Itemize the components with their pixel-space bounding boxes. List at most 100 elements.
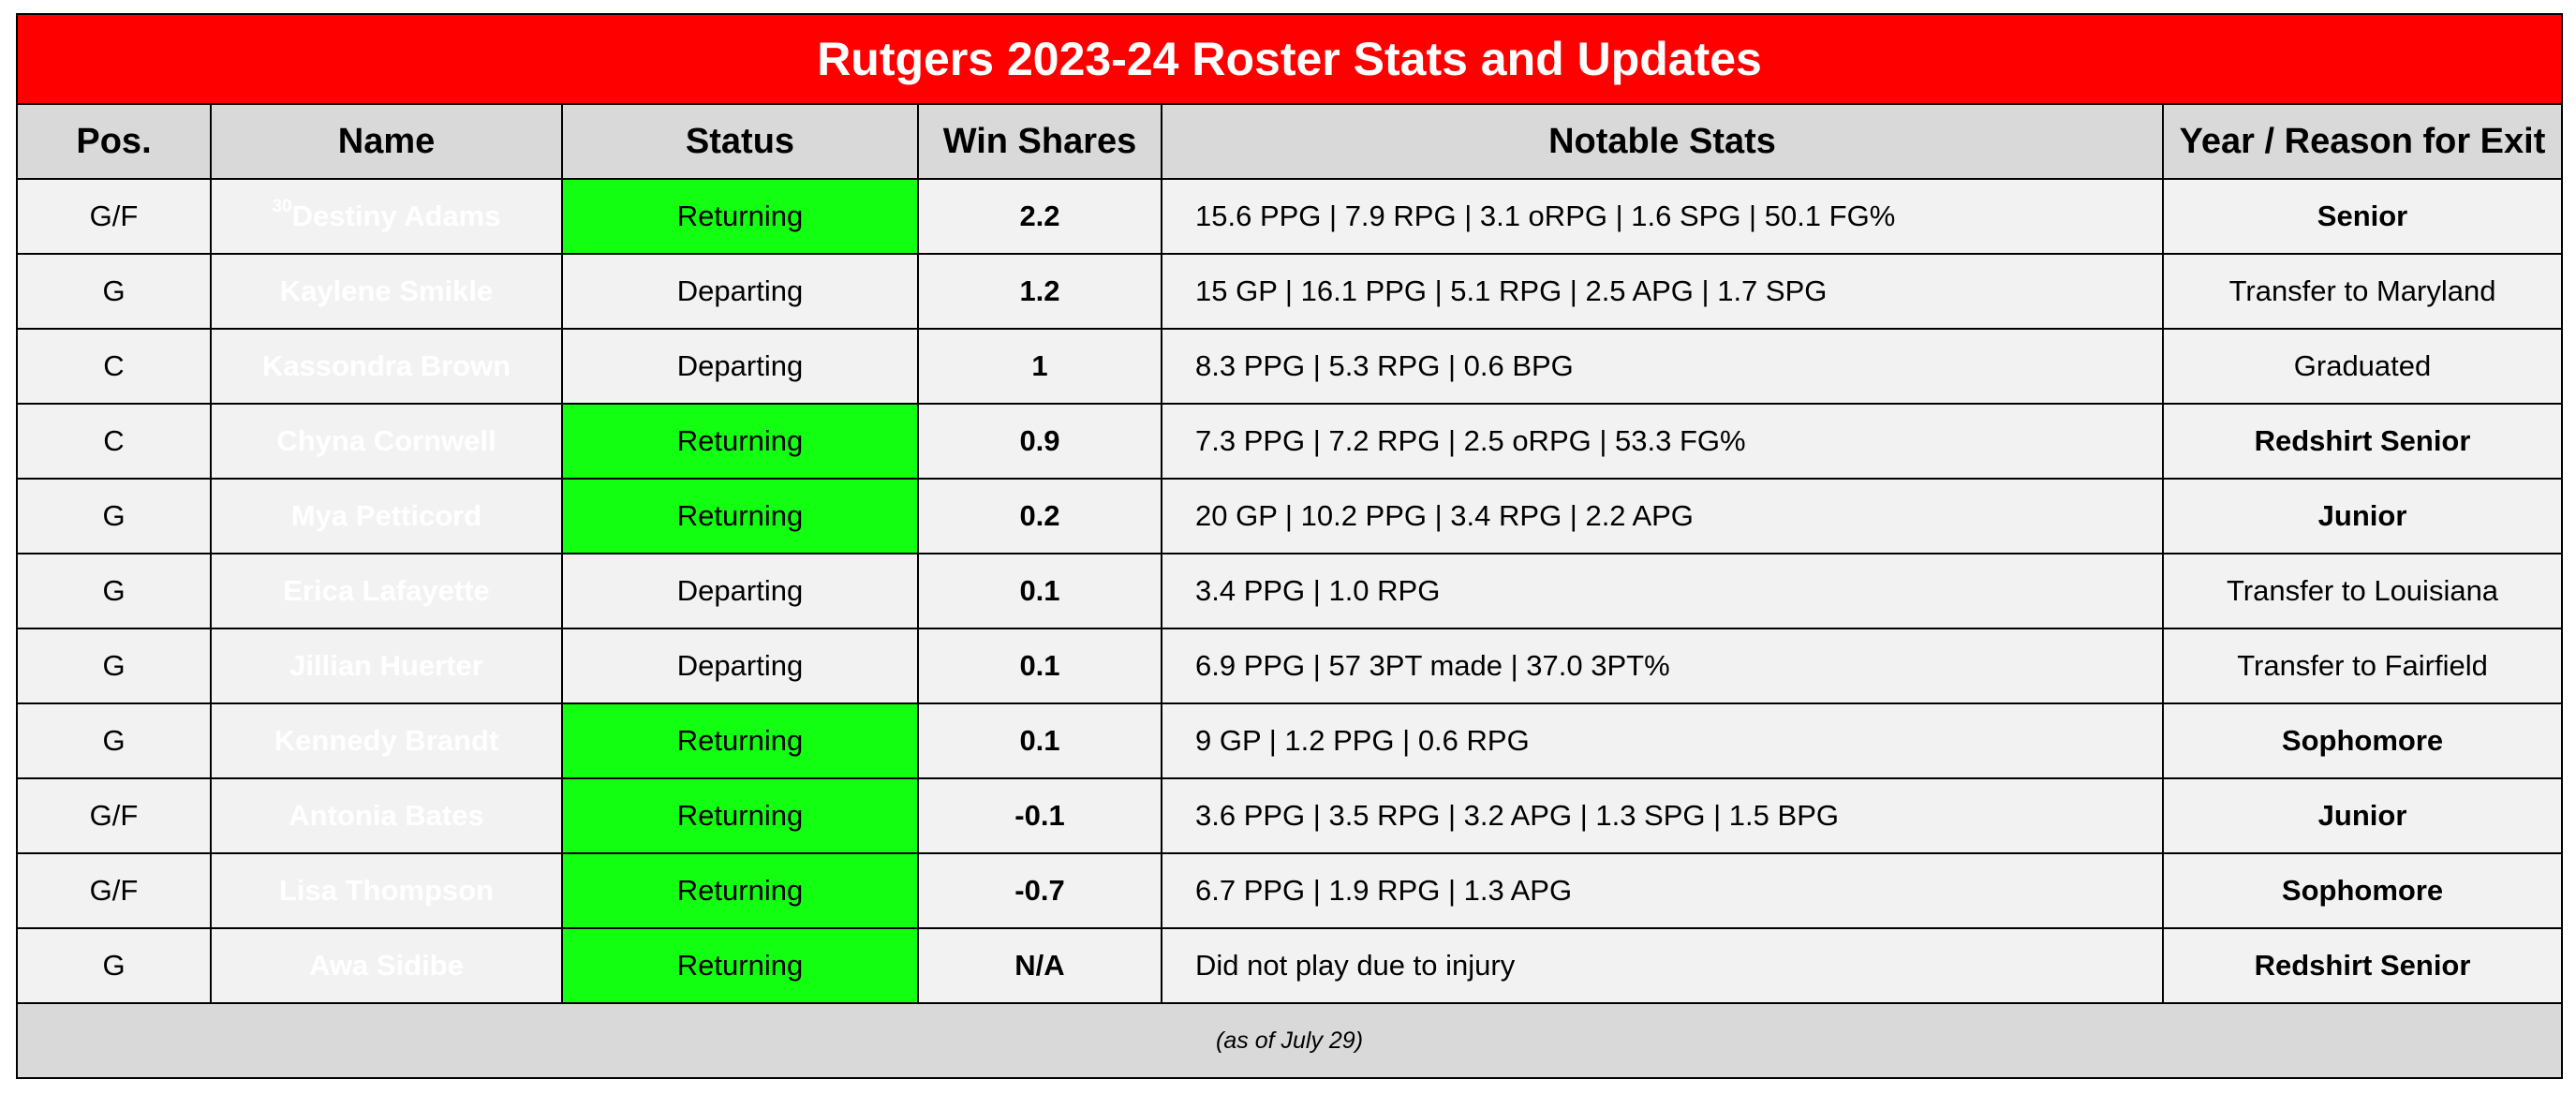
year-reason-cell: Sophomore <box>2161 702 2564 779</box>
win-shares-cell: 0.9 <box>917 403 1162 480</box>
table-row: C Kassondra Brown Departing 1 8.3 PPG | 5.3 … <box>16 328 2564 405</box>
win-shares-cell: 0.2 <box>917 478 1162 554</box>
player-name-cell: Chyna Cornwell <box>210 403 563 480</box>
pos-cell: G <box>16 702 212 779</box>
pos-cell: C <box>16 328 212 405</box>
pos-cell: G <box>16 927 212 1004</box>
table-row: G Awa Sidibe Returning N/A Did not play due … <box>16 927 2564 1004</box>
table-row: G Kaylene Smikle Departing 1.2 15 GP | 16.1 … <box>16 253 2564 330</box>
player-name: Chyna Cornwell <box>276 424 496 457</box>
pos-cell: G/F <box>16 777 212 854</box>
table-row: G/F Antonia Bates Returning -0.1 3.6 PPG | 3… <box>16 777 2564 854</box>
pos-cell: C <box>16 403 212 480</box>
win-shares-cell: 1.2 <box>917 253 1162 330</box>
player-name: Mya Petticord <box>290 499 482 532</box>
player-name: Erica Lafayette <box>283 574 490 607</box>
notable-stats-cell: Did not play due to injury <box>1161 927 2164 1004</box>
pos-cell: G <box>16 478 212 554</box>
status-cell: Departing <box>561 253 919 330</box>
player-name: Lisa Thompson <box>278 874 495 907</box>
win-shares-cell: 2.2 <box>917 178 1162 255</box>
win-shares-cell: -0.7 <box>917 852 1162 929</box>
status-cell: Returning <box>561 852 919 929</box>
table-row: G Mya Petticord Returning 0.2 20 GP | 10.2 P… <box>16 478 2564 554</box>
player-name: Jillian Huerter <box>289 649 483 682</box>
status-cell: Departing <box>561 328 919 405</box>
notable-stats-cell: 6.7 PPG | 1.9 RPG | 1.3 APG <box>1161 852 2164 929</box>
header-pos: Pos. <box>16 103 212 180</box>
notable-stats-cell: 6.9 PPG | 57 3PT made | 37.0 3PT% <box>1161 628 2164 704</box>
header-row: Pos. Name Status Win Shares Notable Stat… <box>16 103 2564 180</box>
pos-cell: G <box>16 253 212 330</box>
year-reason-cell: Sophomore <box>2161 852 2564 929</box>
player-name: Destiny Adams <box>291 200 501 232</box>
year-reason-cell: Transfer to Maryland <box>2161 253 2564 330</box>
player-name-cell: Erica Lafayette <box>210 553 563 629</box>
pos-cell: G/F <box>16 852 212 929</box>
notable-stats-cell: 3.4 PPG | 1.0 RPG <box>1161 553 2164 629</box>
status-cell: Returning <box>561 927 919 1004</box>
player-name-cell: Awa Sidibe <box>210 927 563 1004</box>
footnote: (as of July 29) <box>15 1002 2564 1079</box>
notable-stats-cell: 15.6 PPG | 7.9 RPG | 3.1 oRPG | 1.6 SPG … <box>1161 178 2164 255</box>
header-year-reason: Year / Reason for Exit <box>2161 103 2564 180</box>
jersey-number-superscript: 30 <box>272 196 292 216</box>
table-row: G/F 30Destiny Adams Returning 2.2 15.6 PPG |… <box>16 178 2564 255</box>
year-reason-cell: Junior <box>2161 478 2564 554</box>
header-status: Status <box>561 103 919 180</box>
pos-cell: G/F <box>16 178 212 255</box>
pos-cell: G <box>16 553 212 629</box>
player-name: Antonia Bates <box>289 799 484 832</box>
player-name: Kassondra Brown <box>261 349 511 382</box>
win-shares-cell: 0.1 <box>917 702 1162 779</box>
notable-stats-cell: 9 GP | 1.2 PPG | 0.6 RPG <box>1161 702 2164 779</box>
year-reason-cell: Redshirt Senior <box>2161 927 2564 1004</box>
notable-stats-cell: 15 GP | 16.1 PPG | 5.1 RPG | 2.5 APG | 1… <box>1161 253 2164 330</box>
roster-table: Rutgers 2023-24 Roster Stats and Updates… <box>15 13 2564 1079</box>
year-reason-cell: Junior <box>2161 777 2564 854</box>
table-title: Rutgers 2023-24 Roster Stats and Updates <box>15 13 2564 105</box>
year-reason-cell: Redshirt Senior <box>2161 403 2564 480</box>
player-name-cell: Kaylene Smikle <box>210 253 563 330</box>
player-name-cell: Jillian Huerter <box>210 628 563 704</box>
player-name: Kennedy Brandt <box>274 724 499 757</box>
notable-stats-cell: 7.3 PPG | 7.2 RPG | 2.5 oRPG | 53.3 FG% <box>1161 403 2164 480</box>
notable-stats-cell: 8.3 PPG | 5.3 RPG | 0.6 BPG <box>1161 328 2164 405</box>
table-row: G Jillian Huerter Departing 0.1 6.9 PPG | 57… <box>16 628 2564 704</box>
year-reason-cell: Transfer to Louisiana <box>2161 553 2564 629</box>
status-cell: Returning <box>561 702 919 779</box>
year-reason-cell: Graduated <box>2161 328 2564 405</box>
header-notable-stats: Notable Stats <box>1161 103 2164 180</box>
player-name: Awa Sidibe <box>309 949 464 982</box>
win-shares-cell: 1 <box>917 328 1162 405</box>
win-shares-cell: -0.1 <box>917 777 1162 854</box>
status-cell: Returning <box>561 478 919 554</box>
win-shares-cell: 0.1 <box>917 628 1162 704</box>
table-row: G/F Lisa Thompson Returning -0.7 6.7 PPG | 1… <box>16 852 2564 929</box>
notable-stats-cell: 3.6 PPG | 3.5 RPG | 3.2 APG | 1.3 SPG | … <box>1161 777 2164 854</box>
table-row: C Chyna Cornwell Returning 0.9 7.3 PPG | 7.2… <box>16 403 2564 480</box>
status-cell: Departing <box>561 553 919 629</box>
year-reason-cell: Transfer to Fairfield <box>2161 628 2564 704</box>
player-name-cell: Kennedy Brandt <box>210 702 563 779</box>
player-name-cell: Lisa Thompson <box>210 852 563 929</box>
win-shares-cell: N/A <box>917 927 1162 1004</box>
player-name-cell: Kassondra Brown <box>210 328 563 405</box>
player-name-cell: 30Destiny Adams <box>210 178 563 255</box>
pos-cell: G <box>16 628 212 704</box>
status-cell: Returning <box>561 777 919 854</box>
player-name-cell: Mya Petticord <box>210 478 563 554</box>
header-name: Name <box>210 103 563 180</box>
table-row: G Kennedy Brandt Returning 0.1 9 GP | 1.2 PP… <box>16 702 2564 779</box>
status-cell: Returning <box>561 403 919 480</box>
notable-stats-cell: 20 GP | 10.2 PPG | 3.4 RPG | 2.2 APG <box>1161 478 2164 554</box>
table-row: G Erica Lafayette Departing 0.1 3.4 PPG | 1.… <box>16 553 2564 629</box>
player-name-cell: Antonia Bates <box>210 777 563 854</box>
status-cell: Returning <box>561 178 919 255</box>
win-shares-cell: 0.1 <box>917 553 1162 629</box>
status-cell: Departing <box>561 628 919 704</box>
player-name: Kaylene Smikle <box>279 274 494 307</box>
roster-body: G/F 30Destiny Adams Returning 2.2 15.6 PPG |… <box>16 178 2564 1004</box>
header-win-shares: Win Shares <box>917 103 1162 180</box>
roster-table-container: Rutgers 2023-24 Roster Stats and Updates… <box>15 13 2564 1079</box>
